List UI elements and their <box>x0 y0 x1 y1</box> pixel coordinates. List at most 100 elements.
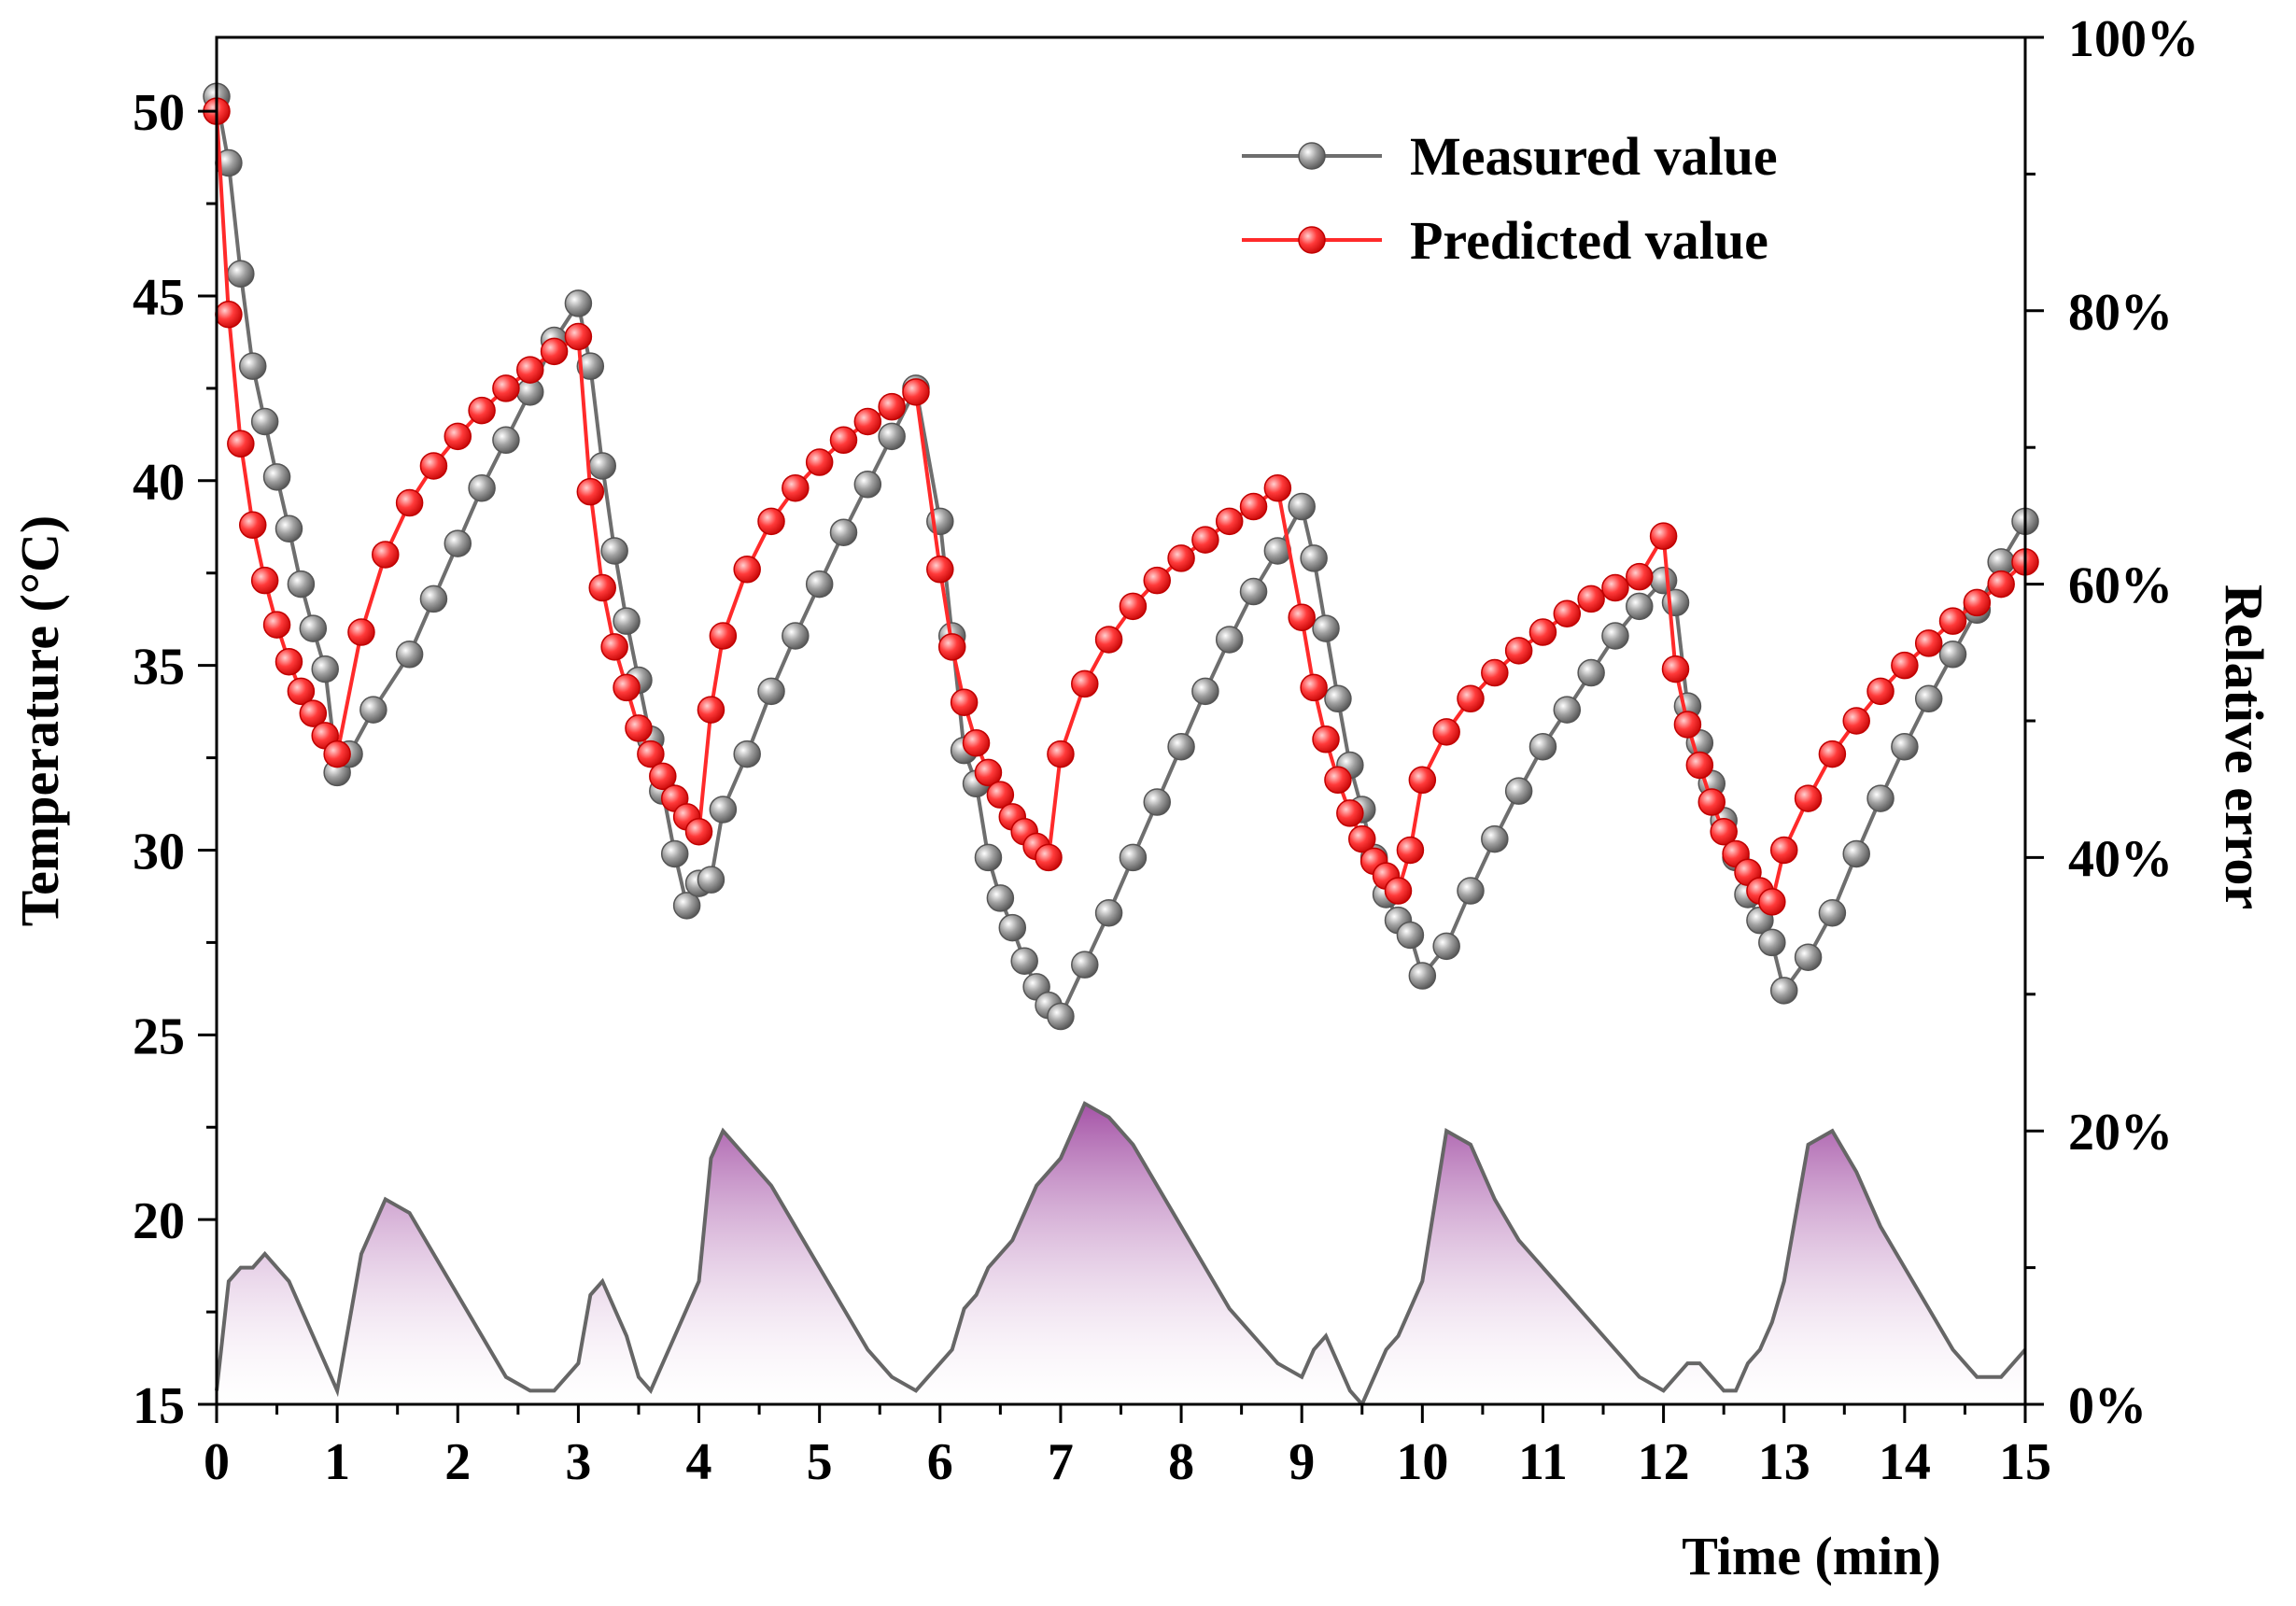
measured-point <box>311 655 339 683</box>
measured-point <box>419 585 448 613</box>
measured-point <box>588 452 616 480</box>
predicted-point <box>1553 599 1582 628</box>
predicted-point <box>492 374 520 402</box>
measured-point <box>878 422 906 451</box>
relative-error-line <box>215 1101 2027 1408</box>
measured-point <box>1553 696 1582 724</box>
predicted-point <box>1685 751 1714 780</box>
measured-point <box>1504 777 1533 805</box>
predicted-point <box>1288 603 1316 631</box>
measured-point <box>1661 588 1690 617</box>
measured-point <box>250 407 279 436</box>
predicted-point <box>697 696 725 724</box>
predicted-point <box>1167 544 1195 572</box>
predicted-point <box>1938 607 1967 635</box>
predicted-point <box>733 556 761 584</box>
measured-point <box>238 352 267 380</box>
predicted-point <box>262 611 291 639</box>
measured-point <box>709 796 738 824</box>
measured-point <box>262 463 291 491</box>
y2-tick-label: 40% <box>2068 830 2173 888</box>
predicted-point <box>299 699 328 727</box>
predicted-point <box>227 430 255 458</box>
measured-point <box>805 570 834 599</box>
predicted-point <box>588 573 616 602</box>
predicted-point <box>1215 507 1244 536</box>
measured-point <box>564 289 593 317</box>
measured-point <box>359 696 387 724</box>
predicted-point <box>238 511 267 540</box>
predicted-point <box>1842 707 1870 735</box>
x-tick-label: 11 <box>1518 1433 1568 1491</box>
y-tick-label: 30 <box>133 823 185 880</box>
predicted-point <box>1119 592 1148 621</box>
predicted-point <box>540 337 569 366</box>
measured-point <box>492 426 520 455</box>
x-tick-label: 6 <box>927 1433 953 1491</box>
x-tick-label: 15 <box>1999 1433 2051 1491</box>
measured-point <box>853 471 882 499</box>
predicted-point <box>1336 799 1364 827</box>
x-tick-label: 4 <box>686 1433 712 1491</box>
predicted-point <box>1891 651 1919 680</box>
measured-point <box>1010 947 1038 975</box>
x-tick-label: 10 <box>1396 1433 1448 1491</box>
predicted-point <box>625 714 653 742</box>
measured-point <box>672 892 701 920</box>
measured-point <box>1432 932 1460 961</box>
measured-point <box>1842 839 1870 868</box>
predicted-point <box>782 473 810 502</box>
predicted-point <box>287 677 316 706</box>
predicted-point <box>1481 658 1509 687</box>
measured-point <box>613 607 641 635</box>
x-tick-label: 12 <box>1638 1433 1690 1491</box>
measured-point <box>1914 684 1943 713</box>
measured-point <box>1481 824 1509 853</box>
measured-point <box>275 514 303 542</box>
predicted-point <box>1094 626 1123 654</box>
measured-point <box>1143 788 1171 816</box>
predicted-point <box>1408 766 1437 795</box>
predicted-point <box>215 301 243 329</box>
measured-point <box>1794 943 1823 971</box>
x-tick-label: 13 <box>1758 1433 1810 1491</box>
predicted-point <box>1432 718 1460 746</box>
predicted-point <box>1239 492 1268 521</box>
predicted-point <box>1263 473 1292 502</box>
predicted-point <box>1324 766 1352 795</box>
legend-predicted-marker <box>1298 226 1326 254</box>
measured-point <box>1769 977 1798 1005</box>
measured-point <box>986 884 1015 912</box>
predicted-point <box>1035 843 1063 872</box>
y2-tick-label: 100% <box>2068 10 2199 68</box>
legend: Measured value Predicted value <box>1242 126 1778 271</box>
x-axis-label: Time (min) <box>1682 1526 1941 1586</box>
predicted-point <box>1963 588 1992 617</box>
measured-point <box>1457 877 1485 905</box>
predicted-point <box>1649 522 1678 550</box>
predicted-point <box>829 426 858 455</box>
predicted-point <box>1987 570 2015 599</box>
predicted-point <box>564 322 593 351</box>
measured-point <box>1866 784 1895 812</box>
measured-point <box>757 677 785 706</box>
measured-point <box>1300 544 1328 572</box>
measured-point <box>1601 622 1629 650</box>
predicted-point <box>937 633 966 661</box>
predicted-point <box>757 507 785 536</box>
measured-point <box>1818 899 1847 927</box>
legend-predicted-label: Predicted value <box>1410 210 1768 271</box>
predicted-point <box>950 688 979 716</box>
predicted-point <box>1143 566 1171 595</box>
predicted-point <box>878 392 906 421</box>
relative-error-fill <box>217 1103 2025 1404</box>
measured-point <box>697 866 725 894</box>
predicted-point <box>1710 817 1738 846</box>
predicted-point <box>468 396 496 425</box>
predicted-point <box>1758 888 1786 916</box>
measured-point <box>1288 492 1316 521</box>
measured-point <box>1312 614 1340 642</box>
y2-tick-label: 80% <box>2068 284 2173 342</box>
predicted-point <box>1673 711 1702 739</box>
predicted-point <box>649 762 677 791</box>
